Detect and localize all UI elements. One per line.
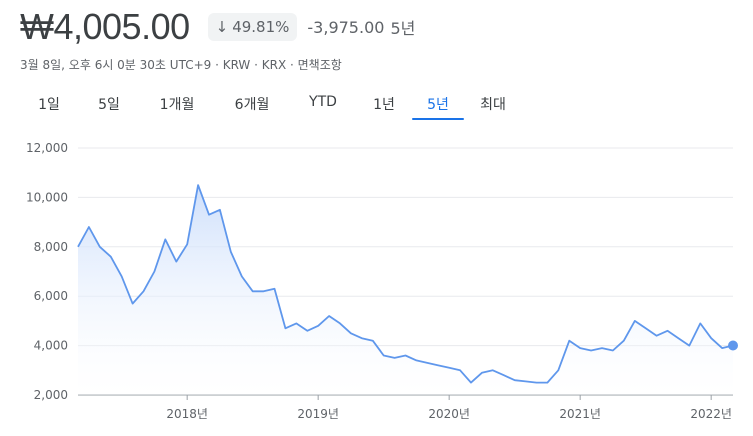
current-price-marker	[728, 340, 738, 351]
y-tick-label: 4,000	[34, 339, 68, 353]
tab-ytd[interactable]: YTD	[309, 94, 337, 110]
y-tick-label: 12,000	[26, 141, 68, 155]
x-axis-ticks: 2018년 2019년 2020년 2021년 2022년	[166, 395, 732, 421]
quote-meta: 3월 8일, 오후 6시 0분 30초 UTC+9 · KRW · KRX · …	[20, 58, 342, 72]
chart-grid	[78, 147, 733, 396]
x-tick-label: 2019년	[297, 407, 339, 421]
y-tick-label: 6,000	[34, 289, 68, 303]
tab-5d[interactable]: 5일	[98, 97, 120, 113]
y-axis-ticks: 12,000 10,000 8,000 6,000 4,000 2,000	[26, 141, 68, 402]
arrow-down-icon: ↓	[215, 18, 229, 36]
change-period: 5년	[390, 19, 416, 38]
tab-1d[interactable]: 1일	[38, 97, 60, 113]
tab-max[interactable]: 최대	[480, 97, 506, 113]
range-tabs: 1일 5일 1개월 6개월 YTD 1년 5년 최대	[20, 92, 522, 120]
price-area	[78, 185, 733, 395]
price-line	[77, 184, 734, 384]
y-tick-label: 8,000	[34, 240, 68, 254]
change-absolute: -3,975.00	[307, 17, 385, 37]
x-tick-label: 2020년	[428, 407, 470, 421]
x-tick-label: 2022년	[690, 407, 732, 421]
tab-6m[interactable]: 6개월	[234, 97, 270, 113]
change-percent: 49.81%	[232, 18, 290, 36]
x-tick-label: 2021년	[559, 407, 601, 421]
change-percent-badge: ↓ 49.81%	[207, 13, 298, 41]
x-tick-label: 2018년	[166, 407, 208, 421]
tab-1y[interactable]: 1년	[373, 97, 395, 113]
tab-1m[interactable]: 1개월	[159, 97, 195, 113]
y-tick-label: 10,000	[26, 190, 68, 204]
quote-header: ₩4,005.00 ↓ 49.81% -3,975.00 5년	[20, 6, 415, 48]
tab-5y[interactable]: 5년	[412, 92, 464, 120]
y-tick-label: 2,000	[34, 388, 68, 402]
current-price: ₩4,005.00	[20, 6, 190, 47]
